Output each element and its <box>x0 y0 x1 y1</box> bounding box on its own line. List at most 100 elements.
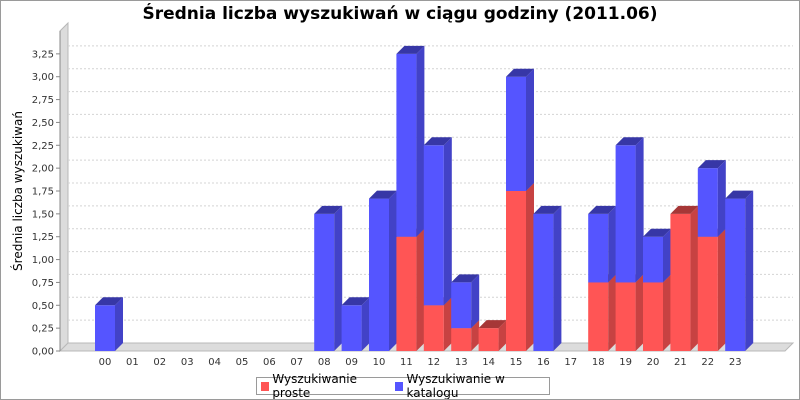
bar-21-series-1 <box>670 213 691 351</box>
legend-label-series-1: Wyszukiwanie proste <box>272 372 357 400</box>
x-tick-label: 11 <box>400 357 413 368</box>
y-tick-label: 1,25 <box>32 232 54 243</box>
bar-side-10-series-2 <box>389 190 397 351</box>
legend-swatch-series-1 <box>261 381 270 391</box>
bar-00-series-2 <box>95 305 115 351</box>
y-tick-label: 2,75 <box>32 95 54 106</box>
x-tick-label: 04 <box>208 357 221 368</box>
x-tick-label: 07 <box>290 357 303 368</box>
y-tick-label: 1,75 <box>32 187 54 198</box>
bar-top-21-series-1 <box>670 205 699 214</box>
x-tick-label: 21 <box>674 357 687 368</box>
x-tick-label: 19 <box>619 357 632 368</box>
bar-top-19-series-2 <box>615 137 644 146</box>
bar-side-21-series-1 <box>690 205 699 351</box>
x-tick-label: 12 <box>427 357 440 368</box>
bar-top-16-series-2 <box>533 205 562 214</box>
y-tick-label: 0,75 <box>32 278 54 289</box>
bar-11-series-2 <box>396 53 417 237</box>
left-wall <box>59 21 69 353</box>
legend-swatch-series-2 <box>395 381 404 391</box>
y-tick-label: 2,25 <box>32 141 54 152</box>
bar-14-series-1 <box>478 328 499 351</box>
bar-side-12-series-1 <box>443 297 452 351</box>
bar-side-16-series-2 <box>553 205 562 351</box>
bar-top-15-series-2 <box>506 68 534 77</box>
x-tick-label: 06 <box>263 357 276 368</box>
x-tick-label: 08 <box>318 357 331 368</box>
bar-19-series-2 <box>615 145 636 283</box>
bar-side-14-series-1 <box>498 320 507 351</box>
bar-side-19-series-1 <box>635 274 644 351</box>
bar-side-08-series-2 <box>334 205 343 351</box>
x-tick-label: 00 <box>99 357 112 368</box>
x-tick-label: 20 <box>647 357 660 368</box>
bar-11-series-1 <box>396 236 417 351</box>
legend-item-series-1: Wyszukiwanie proste <box>261 372 389 400</box>
bar-22-series-2 <box>697 168 718 237</box>
bar-13-series-2 <box>451 282 472 329</box>
bar-side-22-series-1 <box>717 228 726 351</box>
y-tick-label: 0,00 <box>32 347 54 358</box>
y-tick-label: 1,50 <box>32 209 54 220</box>
bar-13-series-1 <box>451 328 472 351</box>
bar-side-23-series-2 <box>745 190 754 351</box>
x-tick-label: 22 <box>701 357 714 368</box>
y-tick-label: 2,00 <box>32 164 54 175</box>
bar-19-series-1 <box>615 282 636 351</box>
bar-08-series-2 <box>314 213 335 351</box>
bar-20-series-2 <box>643 236 663 283</box>
bar-top-11-series-2 <box>396 45 425 54</box>
x-tick-label: 02 <box>153 357 166 368</box>
bar-top-22-series-2 <box>697 160 726 169</box>
bar-18-series-1 <box>588 282 609 351</box>
bar-18-series-2 <box>588 213 609 283</box>
x-tick-label: 17 <box>564 357 577 368</box>
bar-top-10-series-2 <box>369 190 397 199</box>
bar-side-18-series-1 <box>608 274 617 351</box>
bar-15-series-2 <box>506 76 526 191</box>
y-tick-label: 0,25 <box>32 324 54 335</box>
x-tick-label: 15 <box>510 357 523 368</box>
bar-top-13-series-2 <box>451 274 480 283</box>
bar-20-series-1 <box>643 282 663 351</box>
bar-16-series-2 <box>533 213 554 351</box>
legend: Wyszukiwanie proste Wyszukiwanie w katal… <box>256 372 550 399</box>
bar-15-series-1 <box>506 191 526 351</box>
bar-top-14-series-1 <box>478 320 507 329</box>
bar-top-12-series-2 <box>423 137 452 146</box>
x-tick-label: 03 <box>181 357 194 368</box>
x-tick-label: 23 <box>729 357 742 368</box>
x-tick-label: 16 <box>537 357 550 368</box>
bar-12-series-2 <box>423 145 444 306</box>
bar-09-series-2 <box>341 305 362 351</box>
bar-top-23-series-2 <box>725 190 754 199</box>
x-tick-label: 10 <box>373 357 386 368</box>
chart-title: Średnia liczba wyszukiwań w ciągu godzin… <box>142 4 658 24</box>
x-tick-label: 14 <box>482 357 495 368</box>
bar-10-series-2 <box>369 198 389 351</box>
bar-side-22-series-2 <box>717 160 726 237</box>
bar-side-20-series-1 <box>663 274 671 351</box>
y-tick-label: 1,00 <box>32 255 54 266</box>
x-tick-label: 05 <box>236 357 249 368</box>
bar-12-series-1 <box>423 305 444 351</box>
bar-side-15-series-2 <box>526 68 534 191</box>
bar-side-18-series-2 <box>608 205 617 283</box>
bar-top-00-series-2 <box>95 297 123 306</box>
bar-side-15-series-1 <box>526 183 534 351</box>
bar-side-00-series-2 <box>115 297 123 351</box>
bar-top-09-series-2 <box>341 297 370 306</box>
bar-22-series-1 <box>697 236 718 351</box>
y-axis-label: Średnia liczba wyszukiwań <box>10 111 25 271</box>
bar-side-11-series-2 <box>416 45 425 237</box>
legend-label-series-2: Wyszukiwanie w katalogu <box>406 372 505 400</box>
y-tick-label: 2,50 <box>32 118 54 129</box>
y-tick-label: 0,50 <box>32 301 54 312</box>
bar-side-13-series-2 <box>471 274 480 329</box>
bar-side-09-series-2 <box>361 297 370 351</box>
bar-side-19-series-2 <box>635 137 644 283</box>
bar-side-11-series-1 <box>416 228 425 351</box>
